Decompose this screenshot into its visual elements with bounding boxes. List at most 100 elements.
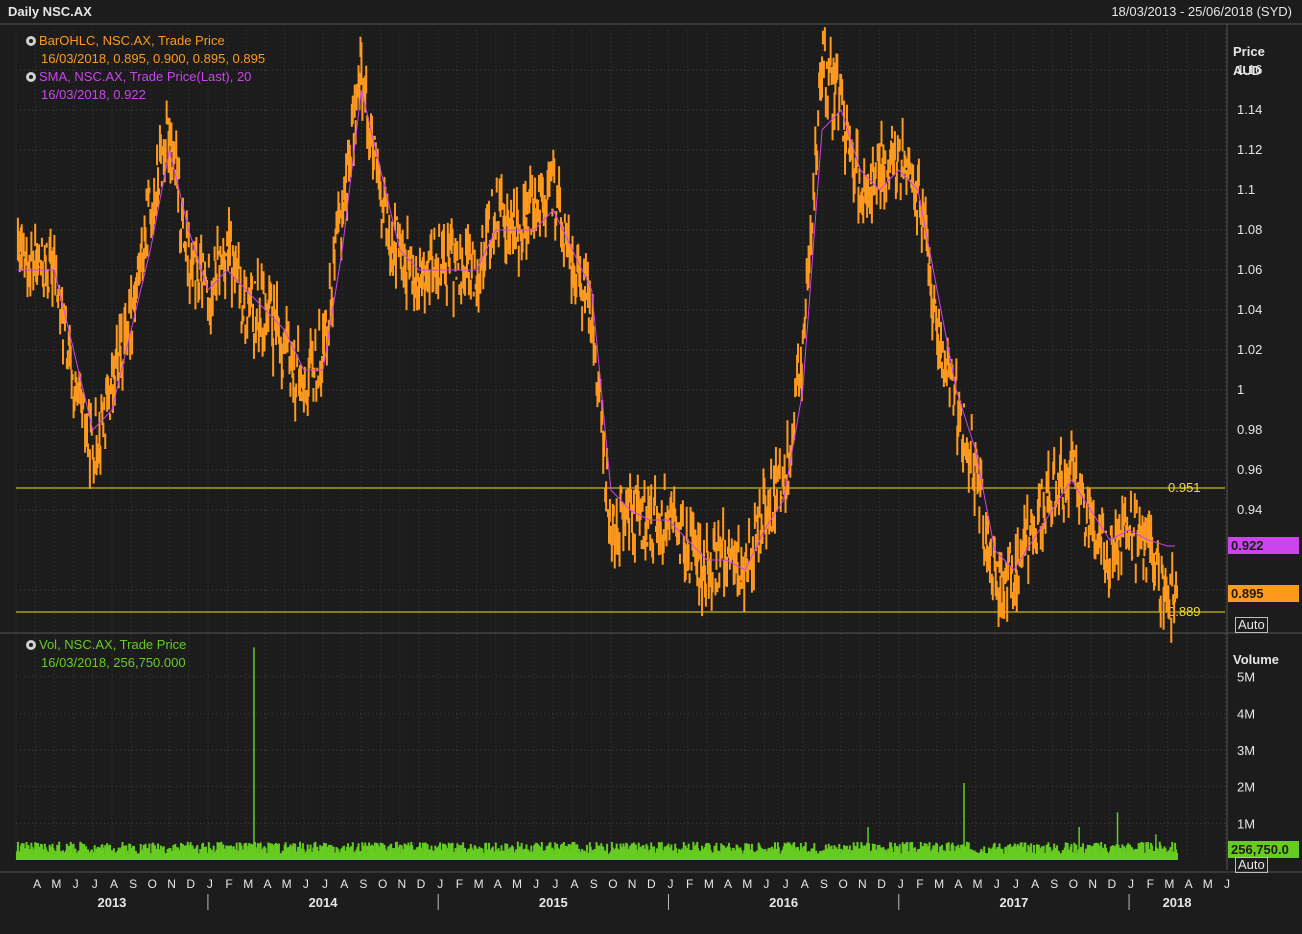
month-tick-label: J (207, 877, 213, 891)
month-tick-label: O (148, 877, 157, 891)
month-tick-label: O (378, 877, 387, 891)
month-tick-label: A (801, 877, 809, 891)
month-tick-label: A (1185, 877, 1193, 891)
month-tick-label: S (1050, 877, 1058, 891)
month-tick-label: N (628, 877, 637, 891)
volume-legend: Vol, NSC.AX, Trade Price 16/03/2018, 256… (26, 636, 186, 672)
price-tick-label: 0.94 (1237, 502, 1262, 517)
month-tick-label: F (686, 877, 693, 891)
month-tick-label: N (167, 877, 176, 891)
price-auto-scale-button[interactable]: Auto (1235, 617, 1268, 633)
month-tick-label: J (898, 877, 904, 891)
month-tick-label: J (303, 877, 309, 891)
volume-tick-label: 4M (1237, 706, 1255, 721)
month-tick-label: A (263, 877, 271, 891)
volume-axis-title: Volume (1233, 652, 1279, 667)
month-tick-label: F (916, 877, 923, 891)
month-tick-label: D (1108, 877, 1117, 891)
horizontal-reference-lines: 0.951 0.889 (16, 480, 1225, 619)
sma-last-badge: 0.922 (1228, 537, 1299, 554)
volume-tick-label: 3M (1237, 743, 1255, 758)
month-tick-label: J (783, 877, 789, 891)
price-tick-label: 0.96 (1237, 462, 1262, 477)
month-tick-label: J (533, 877, 539, 891)
price-tick-label: 1.16 (1237, 62, 1262, 77)
sma-line (17, 89, 1176, 571)
month-tick-label: M (51, 877, 61, 891)
last-price-badge: 0.895 (1228, 585, 1299, 602)
volume-axis-ticks: 5M 4M 3M 2M 1M (1237, 670, 1255, 832)
price-tick-label: 1.12 (1237, 142, 1262, 157)
sma-series-values: 16/03/2018, 0.922 (41, 87, 146, 102)
legend-toggle-icon[interactable] (26, 36, 36, 46)
price-tick-label: 1.1 (1237, 182, 1255, 197)
price-tick-label: 1 (1237, 382, 1244, 397)
month-tick-label: N (858, 877, 867, 891)
month-tick-label: F (1147, 877, 1154, 891)
month-tick-label: A (1031, 877, 1039, 891)
month-tick-label: M (1203, 877, 1213, 891)
month-tick-label: S (820, 877, 828, 891)
reference-line-label: 0.951 (1168, 480, 1201, 495)
month-tick-label: M (973, 877, 983, 891)
month-tick-label: S (129, 877, 137, 891)
month-tick-label: D (647, 877, 656, 891)
legend-toggle-icon[interactable] (26, 72, 36, 82)
month-tick-label: A (33, 877, 41, 891)
price-tick-label: 0.98 (1237, 422, 1262, 437)
volume-tick-label: 2M (1237, 780, 1255, 795)
month-tick-label: A (110, 877, 118, 891)
month-tick-label: M (282, 877, 292, 891)
volume-tick-label: 1M (1237, 816, 1255, 831)
bar-series-name: BarOHLC, NSC.AX, Trade Price (39, 33, 225, 48)
month-tick-label: M (512, 877, 522, 891)
price-tick-label: 1.08 (1237, 222, 1262, 237)
date-range: 18/03/2013 - 25/06/2018 (SYD) (1111, 4, 1292, 19)
month-tick-label: F (225, 877, 232, 891)
price-axis-unit: AUD (1233, 63, 1262, 78)
price-tick-label: 1.04 (1237, 302, 1262, 317)
price-legend: BarOHLC, NSC.AX, Trade Price 16/03/2018,… (26, 32, 265, 104)
month-tick-label: A (954, 877, 962, 891)
bar-series-values: 16/03/2018, 0.895, 0.900, 0.895, 0.895 (41, 51, 266, 66)
month-tick-label: O (839, 877, 848, 891)
month-tick-label: M (1164, 877, 1174, 891)
price-tick-label: 1.06 (1237, 262, 1262, 277)
month-tick-label: J (763, 877, 769, 891)
month-tick-label: A (340, 877, 348, 891)
price-axis-ticks: 1.16 1.14 1.12 1.1 1.08 1.06 1.04 1.02 1 0.98 0.96… (1237, 62, 1262, 597)
month-tick-label: M (934, 877, 944, 891)
month-tick-label: A (494, 877, 502, 891)
month-tick-label: S (359, 877, 367, 891)
month-tick-label: M (704, 877, 714, 891)
volume-auto-scale-button[interactable]: Auto (1235, 857, 1268, 873)
reference-line-label: 0.889 (1168, 604, 1201, 619)
month-tick-label: N (1088, 877, 1097, 891)
month-tick-label: F (456, 877, 463, 891)
month-tick-label: J (437, 877, 443, 891)
month-tick-label: M (742, 877, 752, 891)
year-tick-label: 2014 (309, 895, 339, 910)
price-axis-title: Price (1233, 44, 1265, 59)
month-tick-label: M (243, 877, 253, 891)
price-bars (16, 27, 1179, 643)
month-tick-label: J (322, 877, 328, 891)
month-tick-label: J (92, 877, 98, 891)
month-tick-label: S (590, 877, 598, 891)
year-tick-label: 2018 (1163, 895, 1192, 910)
month-tick-label: J (1128, 877, 1134, 891)
month-tick-label: J (552, 877, 558, 891)
volume-series-name: Vol, NSC.AX, Trade Price (39, 637, 187, 652)
month-tick-label: J (667, 877, 673, 891)
month-tick-label: A (724, 877, 732, 891)
month-tick-label: D (417, 877, 426, 891)
volume-bars (15, 647, 1179, 860)
year-tick-label: 2013 (97, 895, 126, 910)
month-tick-label: N (397, 877, 406, 891)
price-tick-label: 1.14 (1237, 102, 1262, 117)
legend-toggle-icon[interactable] (26, 640, 36, 650)
year-tick-label: 2016 (769, 895, 798, 910)
